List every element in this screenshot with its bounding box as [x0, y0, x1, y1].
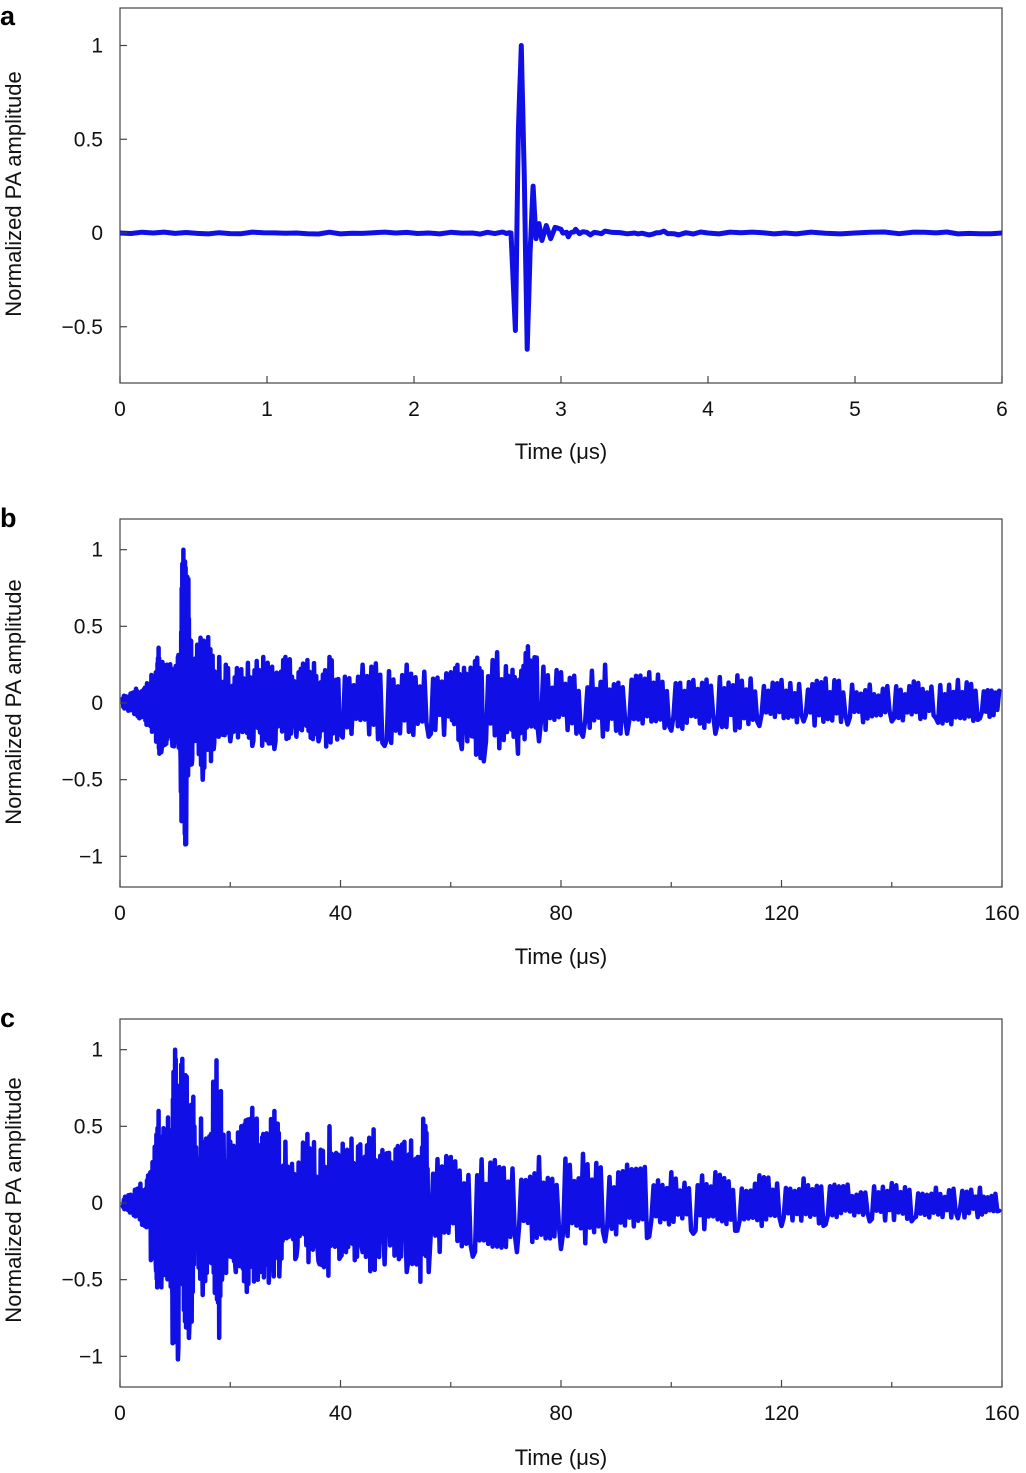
- y-tick-label-c: 0: [91, 1192, 103, 1215]
- y-tick-label-a: 0.5: [74, 128, 103, 151]
- y-tick-label-a: −0.5: [62, 316, 103, 339]
- series-line-b: [120, 547, 1002, 847]
- x-axis-title-a: Time (μs): [515, 439, 608, 464]
- plot-area-a: −0.5 0 0.5 1 0 1 2 3 4 5 6: [62, 7, 1008, 421]
- panel-c: c −1 −0.5 0 0.5 1 0 40 80 120 160 Time (μs) Norma…: [0, 1003, 1020, 1470]
- y-tick-label-b: −0.5: [62, 769, 103, 792]
- panel-letter-c: c: [0, 1003, 15, 1033]
- plot-area-b: −1 −0.5 0 0.5 1 0 40 80 120 160: [62, 518, 1020, 925]
- y-tick-label-a: 1: [91, 35, 103, 58]
- panel-a: a −0.5 0 0.5 1 0 1 2 3 4 5 6 Time (μs) Normalized …: [0, 1, 1008, 464]
- series-line-c: [120, 1047, 1002, 1362]
- y-tick-label-b: 1: [91, 539, 103, 562]
- x-tick-label-a: 4: [702, 398, 714, 421]
- x-tick-label-c: 120: [764, 1402, 799, 1425]
- y-tick-label-a: 0: [91, 222, 103, 245]
- x-tick-label-b: 40: [329, 902, 352, 925]
- y-axis-title-b: Normalized PA amplitude: [1, 579, 26, 824]
- x-axis-title-b: Time (μs): [515, 944, 608, 969]
- x-tick-label-c: 40: [329, 1402, 352, 1425]
- plot-area-c: −1 −0.5 0 0.5 1 0 40 80 120 160: [62, 1018, 1020, 1425]
- y-tick-label-c: 1: [91, 1039, 103, 1062]
- x-tick-label-c: 0: [114, 1402, 126, 1425]
- y-axis-title-c: Normalized PA amplitude: [1, 1077, 26, 1322]
- x-tick-label-c: 80: [549, 1402, 572, 1425]
- x-tick-label-a: 1: [261, 398, 273, 421]
- x-tick-label-a: 5: [849, 398, 861, 421]
- x-tick-label-b: 0: [114, 902, 126, 925]
- x-tick-label-b: 120: [764, 902, 799, 925]
- panel-letter-a: a: [0, 1, 16, 31]
- series-line-a: [120, 43, 1002, 352]
- y-tick-label-c: −0.5: [62, 1269, 103, 1292]
- x-tick-label-a: 6: [996, 398, 1008, 421]
- x-tick-label-a: 0: [114, 398, 126, 421]
- y-tick-label-b: 0.5: [74, 615, 103, 638]
- x-tick-label-b: 160: [984, 902, 1019, 925]
- panel-b: b −1 −0.5 0 0.5 1 0 40 80 120 160 Time (μs) Norma…: [0, 503, 1020, 969]
- x-tick-label-a: 2: [408, 398, 420, 421]
- y-tick-label-c: −1: [79, 1345, 103, 1368]
- y-tick-label-b: 0: [91, 692, 103, 715]
- x-axis-title-c: Time (μs): [515, 1445, 608, 1470]
- plot-frame-a: [119, 7, 1003, 384]
- x-tick-label-b: 80: [549, 902, 572, 925]
- x-tick-label-c: 160: [984, 1402, 1019, 1425]
- x-tick-label-a: 3: [555, 398, 567, 421]
- y-tick-label-b: −1: [79, 845, 103, 868]
- y-axis-title-a: Normalized PA amplitude: [1, 71, 26, 316]
- panel-letter-b: b: [0, 503, 17, 533]
- y-tick-label-c: 0.5: [74, 1115, 103, 1138]
